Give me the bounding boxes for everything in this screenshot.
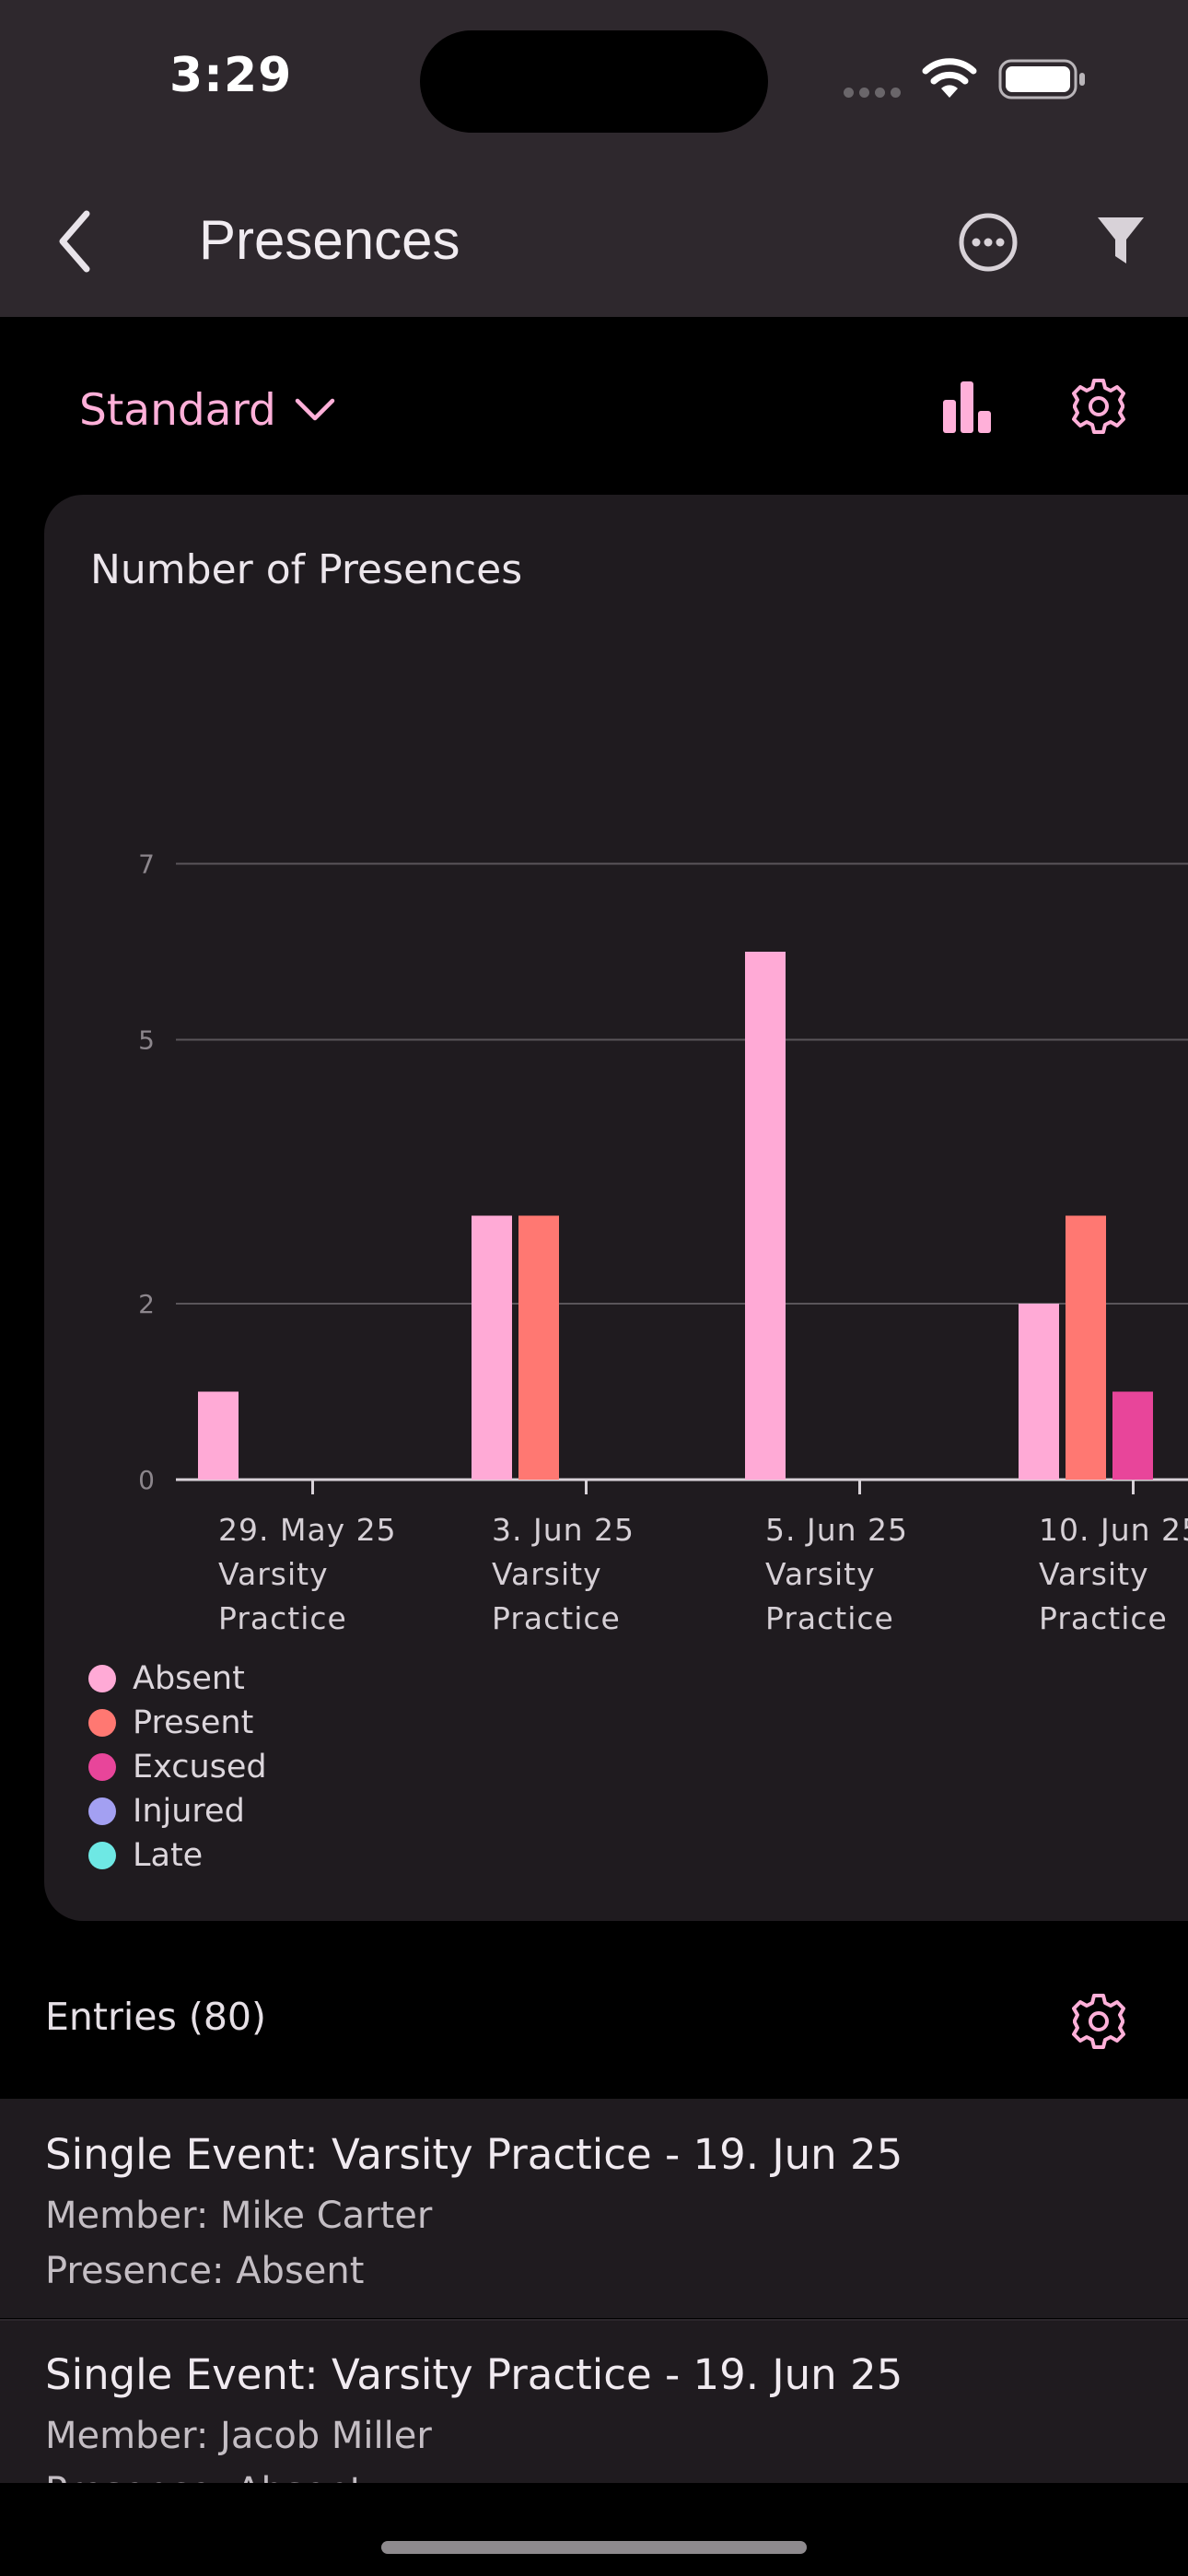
chart-legend: Absent Present Excused Injured Late [88, 1657, 267, 1878]
y-tick-label: 2 [138, 1289, 155, 1319]
signal-dot [844, 88, 854, 98]
battery-icon [998, 59, 1085, 100]
x-tick-label: 10. Jun 25 [1039, 1512, 1188, 1548]
bar-absent [745, 952, 786, 1480]
bar-absent [198, 1391, 239, 1480]
entry-presence: Presence: Absent [45, 2470, 364, 2483]
x-tick-label: Varsity [218, 1556, 329, 1592]
dynamic-island [420, 30, 768, 133]
more-options-button[interactable] [958, 212, 1019, 273]
entry-member: Member: Jacob Miller [45, 2415, 432, 2457]
filter-button[interactable] [1096, 214, 1146, 269]
signal-dot [891, 88, 901, 98]
legend-item-late: Late [88, 1833, 267, 1878]
signal-dot [875, 88, 885, 98]
legend-label: Excused [133, 1749, 267, 1786]
entries-settings-gear-icon[interactable] [1070, 1993, 1127, 2050]
back-button[interactable] [50, 205, 105, 278]
y-tick-label: 0 [138, 1465, 155, 1495]
legend-dot [88, 1709, 116, 1737]
entries-header: Entries (80) [45, 1995, 266, 2039]
legend-item-absent: Absent [88, 1657, 267, 1701]
bar-absent [1019, 1304, 1059, 1480]
entry-title: Single Event: Varsity Practice - 19. Jun… [45, 2350, 903, 2399]
legend-dot [88, 1665, 116, 1692]
entry-title: Single Event: Varsity Practice - 19. Jun… [45, 2130, 903, 2179]
legend-item-present: Present [88, 1701, 267, 1745]
list-item[interactable]: Single Event: Varsity Practice - 19. Jun… [0, 2099, 1188, 2318]
entry-presence: Presence: Absent [45, 2250, 365, 2292]
page-title: Presences [199, 209, 460, 271]
x-tick-label: 5. Jun 25 [765, 1512, 908, 1548]
chart-card [44, 495, 1188, 1921]
bar-chart-icon[interactable] [941, 380, 993, 435]
x-tick-label: Varsity [492, 1556, 602, 1592]
entry-member: Member: Mike Carter [45, 2195, 433, 2237]
wifi-icon [922, 58, 977, 98]
home-indicator [381, 2541, 807, 2554]
legend-dot [88, 1753, 116, 1781]
legend-label: Absent [133, 1660, 245, 1697]
x-tick-label: Practice [218, 1600, 347, 1636]
x-tick-label: Practice [765, 1600, 894, 1636]
legend-label: Late [133, 1837, 204, 1874]
x-tick-label: 29. May 25 [218, 1512, 397, 1548]
x-tick-label: Varsity [765, 1556, 876, 1592]
legend-label: Present [133, 1704, 254, 1741]
legend-item-injured: Injured [88, 1789, 267, 1833]
bar-excused [1112, 1391, 1153, 1480]
signal-dot [859, 88, 869, 98]
legend-dot [88, 1797, 116, 1825]
x-tick-label: 3. Jun 25 [492, 1512, 635, 1548]
x-tick-label: Practice [1039, 1600, 1168, 1636]
x-tick-label: Varsity [1039, 1556, 1149, 1592]
chart-settings-gear-icon[interactable] [1070, 378, 1127, 435]
legend-dot [88, 1842, 116, 1869]
legend-label: Injured [133, 1793, 245, 1830]
y-tick-label: 5 [138, 1025, 155, 1056]
bar-absent [472, 1215, 512, 1480]
chevron-down-icon [295, 398, 335, 421]
view-dropdown[interactable]: Standard [79, 378, 335, 442]
chart-title: Number of Presences [90, 546, 523, 593]
bar-present [518, 1215, 559, 1480]
status-time: 3:29 [169, 48, 293, 103]
divider [0, 2319, 1188, 2321]
list-item[interactable]: Single Event: Varsity Practice - 19. Jun… [0, 2321, 1188, 2483]
x-tick-label: Practice [492, 1600, 621, 1636]
view-dropdown-label: Standard [79, 384, 276, 436]
bar-present [1066, 1215, 1106, 1480]
legend-item-excused: Excused [88, 1745, 267, 1789]
y-tick-label: 7 [138, 849, 155, 880]
